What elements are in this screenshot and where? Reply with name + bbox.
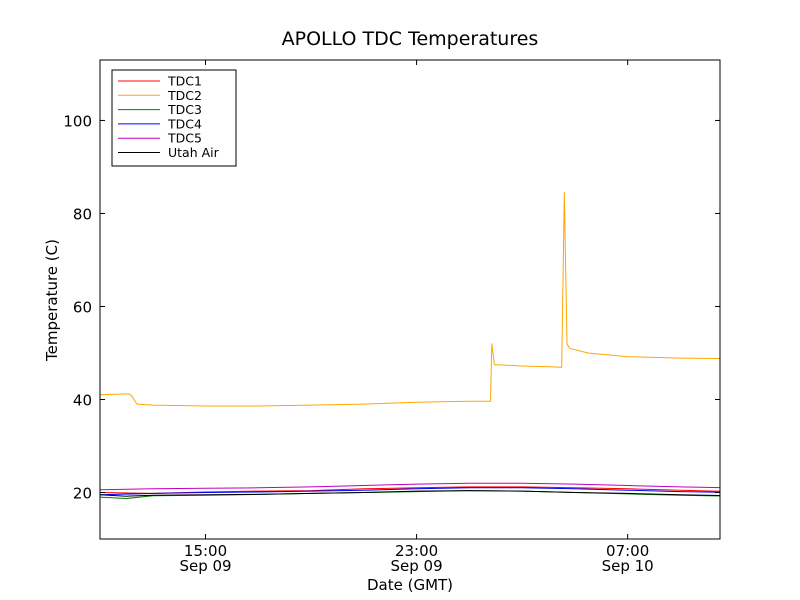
y-axis-label: Temperature (C) bbox=[43, 239, 61, 362]
y-tick-label-60: 60 bbox=[73, 298, 92, 316]
legend-box bbox=[111, 69, 237, 167]
legend-label-tdc1: TDC1 bbox=[167, 74, 202, 89]
legend-label-tdc3: TDC3 bbox=[167, 102, 202, 117]
series-line-tdc2 bbox=[100, 192, 720, 407]
y-tick-label-80: 80 bbox=[73, 205, 92, 223]
y-tick-label-40: 40 bbox=[73, 391, 92, 409]
series-line-tdc4 bbox=[100, 487, 720, 496]
chart-title: APOLLO TDC Temperatures bbox=[282, 28, 539, 50]
plot-area-border bbox=[99, 59, 721, 540]
series-line-tdc5 bbox=[100, 482, 720, 491]
legend-label-tdc4: TDC4 bbox=[167, 116, 202, 131]
x-tick-time-label-2: 07:00 bbox=[606, 542, 649, 560]
x-tick-time-label-1: 23:00 bbox=[395, 542, 438, 560]
series-line-utah-air bbox=[100, 490, 720, 497]
x-axis-label: Date (GMT) bbox=[367, 576, 453, 594]
x-tick-time-label-0: 15:00 bbox=[184, 542, 227, 560]
x-tick-date-label-0: Sep 09 bbox=[179, 557, 231, 575]
series-layer bbox=[100, 192, 720, 499]
x-tick-date-label-1: Sep 09 bbox=[391, 557, 443, 575]
y-tick-label-20: 20 bbox=[73, 484, 92, 502]
legend-label-tdc5: TDC5 bbox=[167, 131, 202, 146]
x-tick-date-label-2: Sep 10 bbox=[602, 557, 654, 575]
legend-label-utah-air: Utah Air bbox=[168, 145, 220, 160]
legend-label-tdc2: TDC2 bbox=[167, 88, 202, 103]
series-line-tdc1 bbox=[100, 486, 720, 494]
y-tick-label-100: 100 bbox=[63, 112, 92, 130]
